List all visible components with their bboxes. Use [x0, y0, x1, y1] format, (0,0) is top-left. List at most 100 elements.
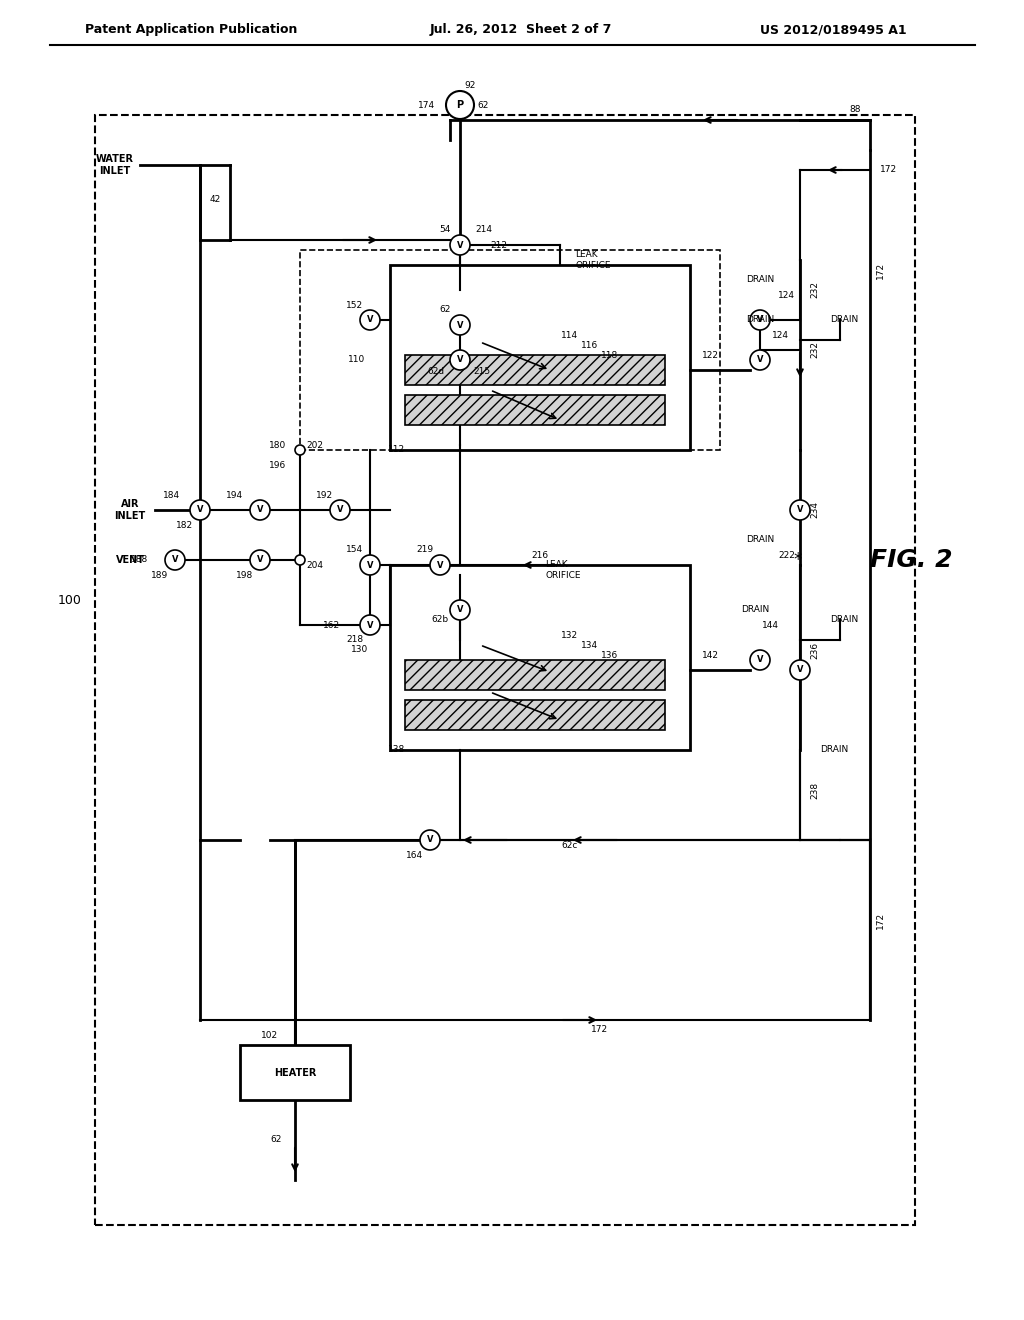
Text: V: V: [457, 606, 463, 615]
Text: *: *: [794, 550, 802, 569]
Text: 192: 192: [316, 491, 334, 499]
Text: 234: 234: [811, 502, 819, 519]
Text: DRAIN: DRAIN: [830, 315, 858, 325]
Text: 184: 184: [164, 491, 180, 499]
Text: V: V: [457, 240, 463, 249]
Text: 202: 202: [306, 441, 324, 450]
Text: 62: 62: [439, 305, 451, 314]
Text: 118: 118: [601, 351, 618, 359]
Circle shape: [295, 554, 305, 565]
Text: V: V: [367, 561, 374, 569]
Text: AIR
INLET: AIR INLET: [115, 499, 145, 521]
Text: LEAK
ORIFICE: LEAK ORIFICE: [545, 560, 581, 579]
Text: DRAIN: DRAIN: [741, 606, 769, 615]
Text: 232: 232: [811, 342, 819, 359]
Text: V: V: [337, 506, 343, 515]
Circle shape: [420, 830, 440, 850]
Text: 216: 216: [531, 550, 549, 560]
Bar: [406, 395, 665, 425]
Text: 212: 212: [490, 240, 507, 249]
Text: DRAIN: DRAIN: [745, 536, 774, 544]
Text: 132: 132: [561, 631, 579, 639]
Text: 124: 124: [771, 330, 788, 339]
Text: 62c: 62c: [562, 841, 579, 850]
Text: 164: 164: [407, 850, 424, 859]
Text: 182: 182: [176, 520, 194, 529]
Circle shape: [360, 615, 380, 635]
Text: V: V: [197, 506, 203, 515]
Text: HEATER: HEATER: [273, 1068, 316, 1078]
Text: 174: 174: [418, 100, 435, 110]
Circle shape: [250, 500, 270, 520]
Text: 172: 172: [876, 261, 885, 279]
Circle shape: [165, 550, 185, 570]
Text: 236: 236: [811, 642, 819, 659]
Circle shape: [360, 310, 380, 330]
Text: 152: 152: [346, 301, 364, 309]
Text: 189: 189: [152, 570, 169, 579]
Text: Patent Application Publication: Patent Application Publication: [85, 24, 297, 37]
Text: DRAIN: DRAIN: [745, 315, 774, 325]
Circle shape: [446, 91, 474, 119]
Text: V: V: [427, 836, 433, 845]
Bar: [95, 115, 915, 1225]
Text: Jul. 26, 2012  Sheet 2 of 7: Jul. 26, 2012 Sheet 2 of 7: [430, 24, 612, 37]
Text: 62: 62: [270, 1135, 282, 1144]
Text: 130: 130: [351, 645, 368, 655]
Text: V: V: [367, 620, 374, 630]
Text: 42: 42: [209, 195, 220, 205]
Circle shape: [295, 445, 305, 455]
Text: V: V: [757, 355, 763, 364]
Text: 162: 162: [323, 620, 340, 630]
Text: V: V: [797, 506, 803, 515]
Text: V: V: [172, 556, 178, 565]
Text: 172: 172: [876, 911, 885, 928]
Text: 124: 124: [778, 290, 795, 300]
Circle shape: [190, 500, 210, 520]
Text: DRAIN: DRAIN: [745, 276, 774, 285]
Text: V: V: [437, 561, 443, 569]
Text: 180: 180: [269, 441, 287, 450]
Bar: [406, 355, 665, 385]
Text: 214: 214: [475, 226, 492, 235]
Text: P: P: [457, 100, 464, 110]
Text: 110: 110: [348, 355, 365, 364]
Text: 62b: 62b: [431, 615, 449, 624]
Text: 204: 204: [306, 561, 324, 569]
Text: 62d: 62d: [428, 367, 445, 376]
Text: 232: 232: [811, 281, 819, 298]
Bar: [406, 700, 665, 730]
Bar: [240, 1045, 350, 1100]
Text: V: V: [757, 315, 763, 325]
Text: 215: 215: [473, 367, 490, 376]
Text: 144: 144: [762, 620, 778, 630]
Text: 92: 92: [464, 81, 476, 90]
Text: 136: 136: [601, 651, 618, 660]
Text: 238: 238: [811, 781, 819, 799]
Circle shape: [750, 649, 770, 671]
Text: 114: 114: [561, 330, 579, 339]
Text: 172: 172: [592, 1026, 608, 1035]
Circle shape: [250, 550, 270, 570]
Text: DRAIN: DRAIN: [830, 615, 858, 624]
Text: 88: 88: [849, 106, 861, 115]
Text: V: V: [257, 556, 263, 565]
Text: 54: 54: [439, 226, 451, 235]
Text: V: V: [367, 315, 374, 325]
Text: 188: 188: [131, 556, 148, 565]
Bar: [390, 565, 690, 750]
Text: WATER
INLET: WATER INLET: [96, 154, 134, 176]
Text: 142: 142: [701, 651, 719, 660]
Circle shape: [790, 660, 810, 680]
Text: 102: 102: [261, 1031, 279, 1040]
Text: V: V: [257, 506, 263, 515]
Bar: [390, 265, 690, 450]
Circle shape: [360, 554, 380, 576]
Text: FIG. 2: FIG. 2: [870, 548, 952, 572]
Text: 194: 194: [226, 491, 244, 499]
Bar: [300, 249, 720, 450]
Text: 196: 196: [269, 461, 287, 470]
Circle shape: [450, 601, 470, 620]
Text: 172: 172: [880, 165, 897, 174]
Bar: [406, 660, 665, 690]
